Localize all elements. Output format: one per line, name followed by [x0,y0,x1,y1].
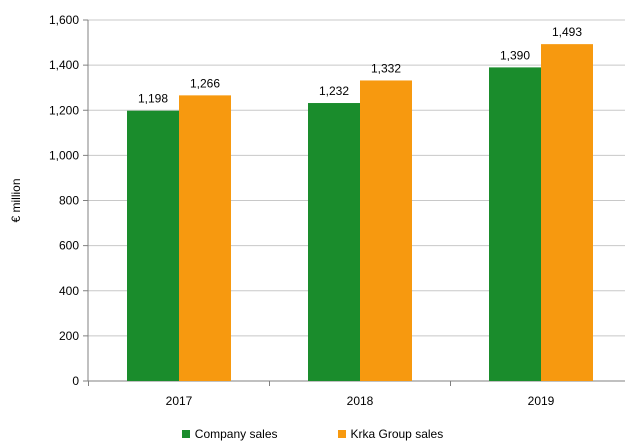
legend-swatch-krka-group-sales [337,430,346,438]
legend-item-krka-group-sales: Krka Group sales [337,426,444,442]
data-label: 1,493 [552,25,582,39]
bar-krka-group-sales-2018 [360,80,412,381]
bar-krka-group-sales-2017 [179,95,231,381]
data-label: 1,232 [319,84,349,98]
data-label: 1,266 [190,76,220,90]
x-tick-label: 2019 [528,394,555,408]
bar-krka-group-sales-2019 [541,44,593,381]
y-tick-label: 600 [59,239,79,253]
x-tick-label: 2018 [347,394,374,408]
y-tick-label: 1,200 [49,103,79,117]
y-tick-label: 1,000 [49,148,79,162]
y-tick-label: 800 [59,194,79,208]
bar-company-sales-2017 [127,110,179,382]
data-label: 1,332 [371,61,401,75]
legend-label-krka-group-sales: Krka Group sales [350,427,444,441]
y-tick-label: 400 [59,284,79,298]
data-label: 1,390 [500,48,530,62]
y-tick-label: 0 [72,374,79,388]
legend-swatch-company-sales [181,430,190,438]
legend: Company sales Krka Group sales [0,426,625,442]
y-tick-label: 1,400 [49,58,79,72]
data-label: 1,198 [138,92,168,106]
y-tick-label: 1,600 [49,13,79,27]
legend-label-company-sales: Company sales [194,427,278,441]
bar-company-sales-2019 [489,67,541,381]
y-tick-label: 200 [59,329,79,343]
bar-company-sales-2018 [308,103,360,381]
x-tick-label: 2017 [166,394,193,408]
legend-item-company-sales: Company sales [181,426,278,442]
y-axis-label: € million [9,178,23,222]
